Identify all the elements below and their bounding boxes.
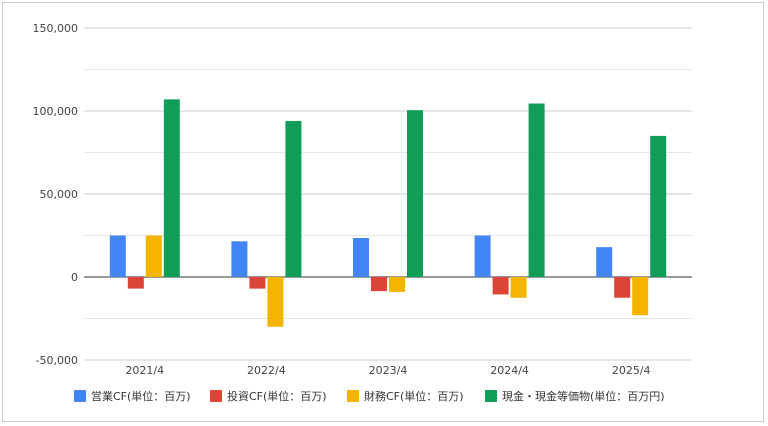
x-tick-label: 2023/4 xyxy=(369,364,408,377)
x-tick-label: 2021/4 xyxy=(125,364,164,377)
legend-label: 営業CF(単位：百万) xyxy=(91,389,191,403)
x-tick-label: 2022/4 xyxy=(247,364,286,377)
legend-item: 財務CF(単位：百万) xyxy=(347,389,464,403)
bar-series-3-2021-4 xyxy=(163,99,180,277)
legend-item: 営業CF(単位：百万) xyxy=(74,389,191,403)
bar-series-1-2022-4 xyxy=(249,277,266,289)
bar-series-2-2023-4 xyxy=(389,277,405,292)
legend-swatch xyxy=(485,390,497,402)
bar-series-2-2022-4 xyxy=(267,277,284,327)
bar-series-3-2022-4 xyxy=(285,120,302,278)
x-tick-label: 2025/4 xyxy=(612,364,651,377)
legend-label: 投資CF(単位：百万) xyxy=(227,389,327,403)
legend-item: 投資CF(単位：百万) xyxy=(210,389,327,403)
bar-series-1-2025-4 xyxy=(614,277,631,298)
bar-series-1-2024-4 xyxy=(492,277,509,295)
y-axis-ticks: 150,000 100,000 50,000 0 -50,000 xyxy=(33,22,79,367)
bar-series-3-2025-4 xyxy=(650,135,667,277)
legend-label: 現金・現金等価物(単位：百万円) xyxy=(502,389,665,403)
legend-swatch xyxy=(347,390,359,402)
bar-series-1-2021-4 xyxy=(127,277,144,289)
y-tick-label: 150,000 xyxy=(33,22,79,35)
bars xyxy=(109,99,667,327)
gridlines xyxy=(84,27,692,361)
y-tick-label: 50,000 xyxy=(40,188,79,201)
bar-series-2-2021-4 xyxy=(145,235,162,277)
bar-series-0-2025-4 xyxy=(596,247,613,277)
y-tick-label: -50,000 xyxy=(36,354,78,367)
x-tick-label: 2024/4 xyxy=(490,364,529,377)
bar-series-2-2025-4 xyxy=(632,277,649,316)
legend-item: 現金・現金等価物(単位：百万円) xyxy=(485,389,665,403)
legend-swatch xyxy=(210,390,222,402)
x-axis-ticks: 2021/4 2022/4 2023/4 2024/4 2025/4 xyxy=(125,364,650,377)
legend-label: 財務CF(単位：百万) xyxy=(364,389,464,403)
chart-frame xyxy=(2,2,764,422)
bar-series-0-2024-4 xyxy=(474,235,491,277)
bar-series-0-2021-4 xyxy=(109,235,126,277)
y-tick-label: 0 xyxy=(71,271,78,284)
bar-series-0-2023-4 xyxy=(353,237,369,277)
legend: 営業CF(単位：百万) 投資CF(単位：百万) 財務CF(単位：百万) 現金・現金等価… xyxy=(74,389,665,403)
bar-series-3-2024-4 xyxy=(528,103,545,277)
bar-series-3-2023-4 xyxy=(407,110,423,277)
bar-series-1-2023-4 xyxy=(371,277,387,292)
y-tick-label: 100,000 xyxy=(33,105,79,118)
legend-swatch xyxy=(74,390,86,402)
bar-series-0-2022-4 xyxy=(231,241,248,277)
bar-series-2-2024-4 xyxy=(510,277,527,298)
